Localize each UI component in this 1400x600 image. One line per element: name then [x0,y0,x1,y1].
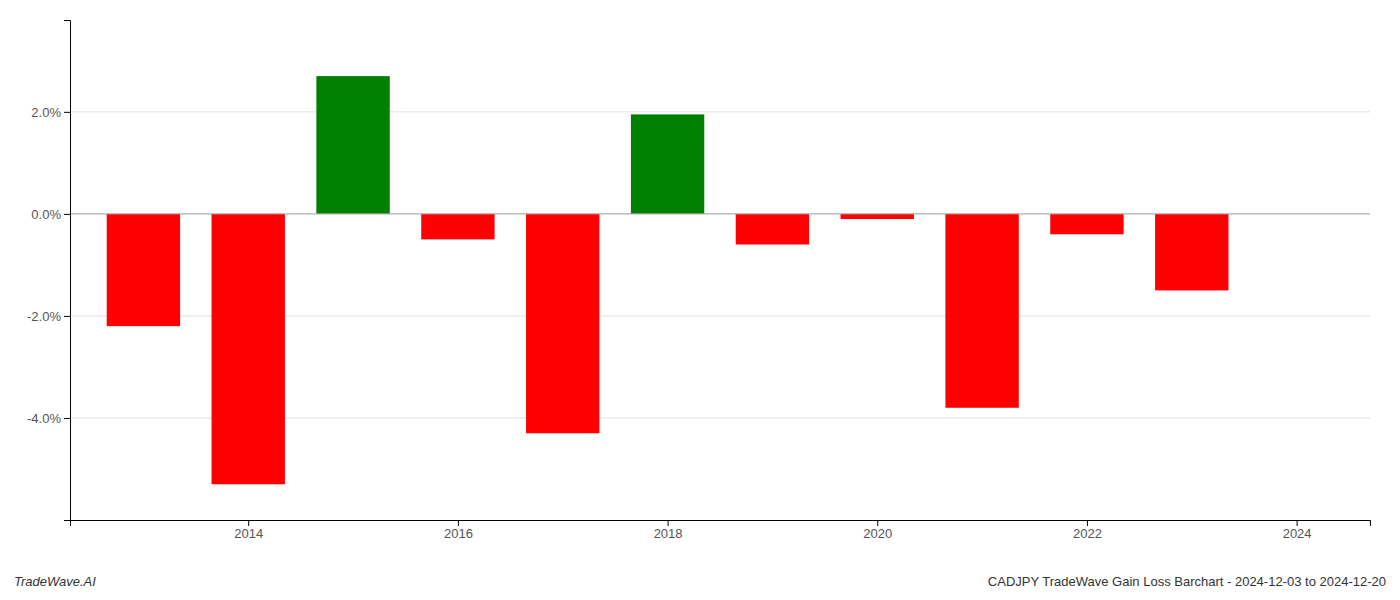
x-tick-label: 2016 [444,526,473,541]
y-tick: -2.0% [27,309,70,324]
x-tick-mark [1087,520,1088,526]
x-axis-line [71,521,1371,527]
x-tick-label: 2014 [234,526,263,541]
plot: -4.0%-2.0%0.0%2.0%2014201620182020202220… [27,21,1370,542]
y-tick-label: -2.0% [27,309,61,324]
bar [631,114,704,213]
x-tick-mark [458,520,459,526]
x-tick: 2016 [444,520,473,541]
bars [107,76,1229,484]
bar [945,214,1018,408]
x-tick-label: 2024 [1283,526,1312,541]
y-tick: -4.0% [27,411,70,426]
x-tick-mark [1297,520,1298,526]
bar [421,214,494,240]
x-tick: 2018 [654,520,683,541]
bar [212,214,285,484]
x-axis: 2014 2016 2018 2020 2022 2024 [71,520,1371,541]
grid-line [70,213,1370,214]
x-tick-mark [248,520,249,526]
x-tick-label: 2020 [863,526,892,541]
y-tick-mark [64,112,70,113]
x-tick-mark [877,520,878,526]
y-axis: -4.0% -2.0% 0.0% 2.0% [27,21,70,521]
zero-line [70,213,1370,214]
bar [316,76,389,214]
bar [526,214,599,433]
x-tick-label: 2018 [654,526,683,541]
bar [107,214,180,326]
x-tick-mark [668,520,669,526]
watermark: TradeWave.AI [14,574,96,589]
y-tick-label: 2.0% [31,104,61,119]
y-tick-mark [64,316,70,317]
x-tick: 2014 [234,520,263,541]
y-tick: 2.0% [31,104,70,119]
chart: -4.0%-2.0%0.0%2.0%2014201620182020202220… [0,0,1400,600]
y-tick-label: 0.0% [31,207,61,222]
bar [1050,214,1123,234]
bar [736,214,809,245]
x-tick: 2024 [1283,520,1312,541]
title: CADJPY TradeWave Gain Loss Barchart - 20… [988,574,1386,589]
x-tick: 2020 [863,520,892,541]
y-tick-mark [64,418,70,419]
y-tick: 0.0% [31,207,70,222]
grid-line [70,111,1370,112]
y-axis-line [64,21,71,521]
y-tick-mark [64,214,70,215]
x-tick: 2022 [1073,520,1102,541]
bar [841,214,914,219]
x-tick-label: 2022 [1073,526,1102,541]
bar [1155,214,1228,291]
y-tick-label: -4.0% [27,411,61,426]
